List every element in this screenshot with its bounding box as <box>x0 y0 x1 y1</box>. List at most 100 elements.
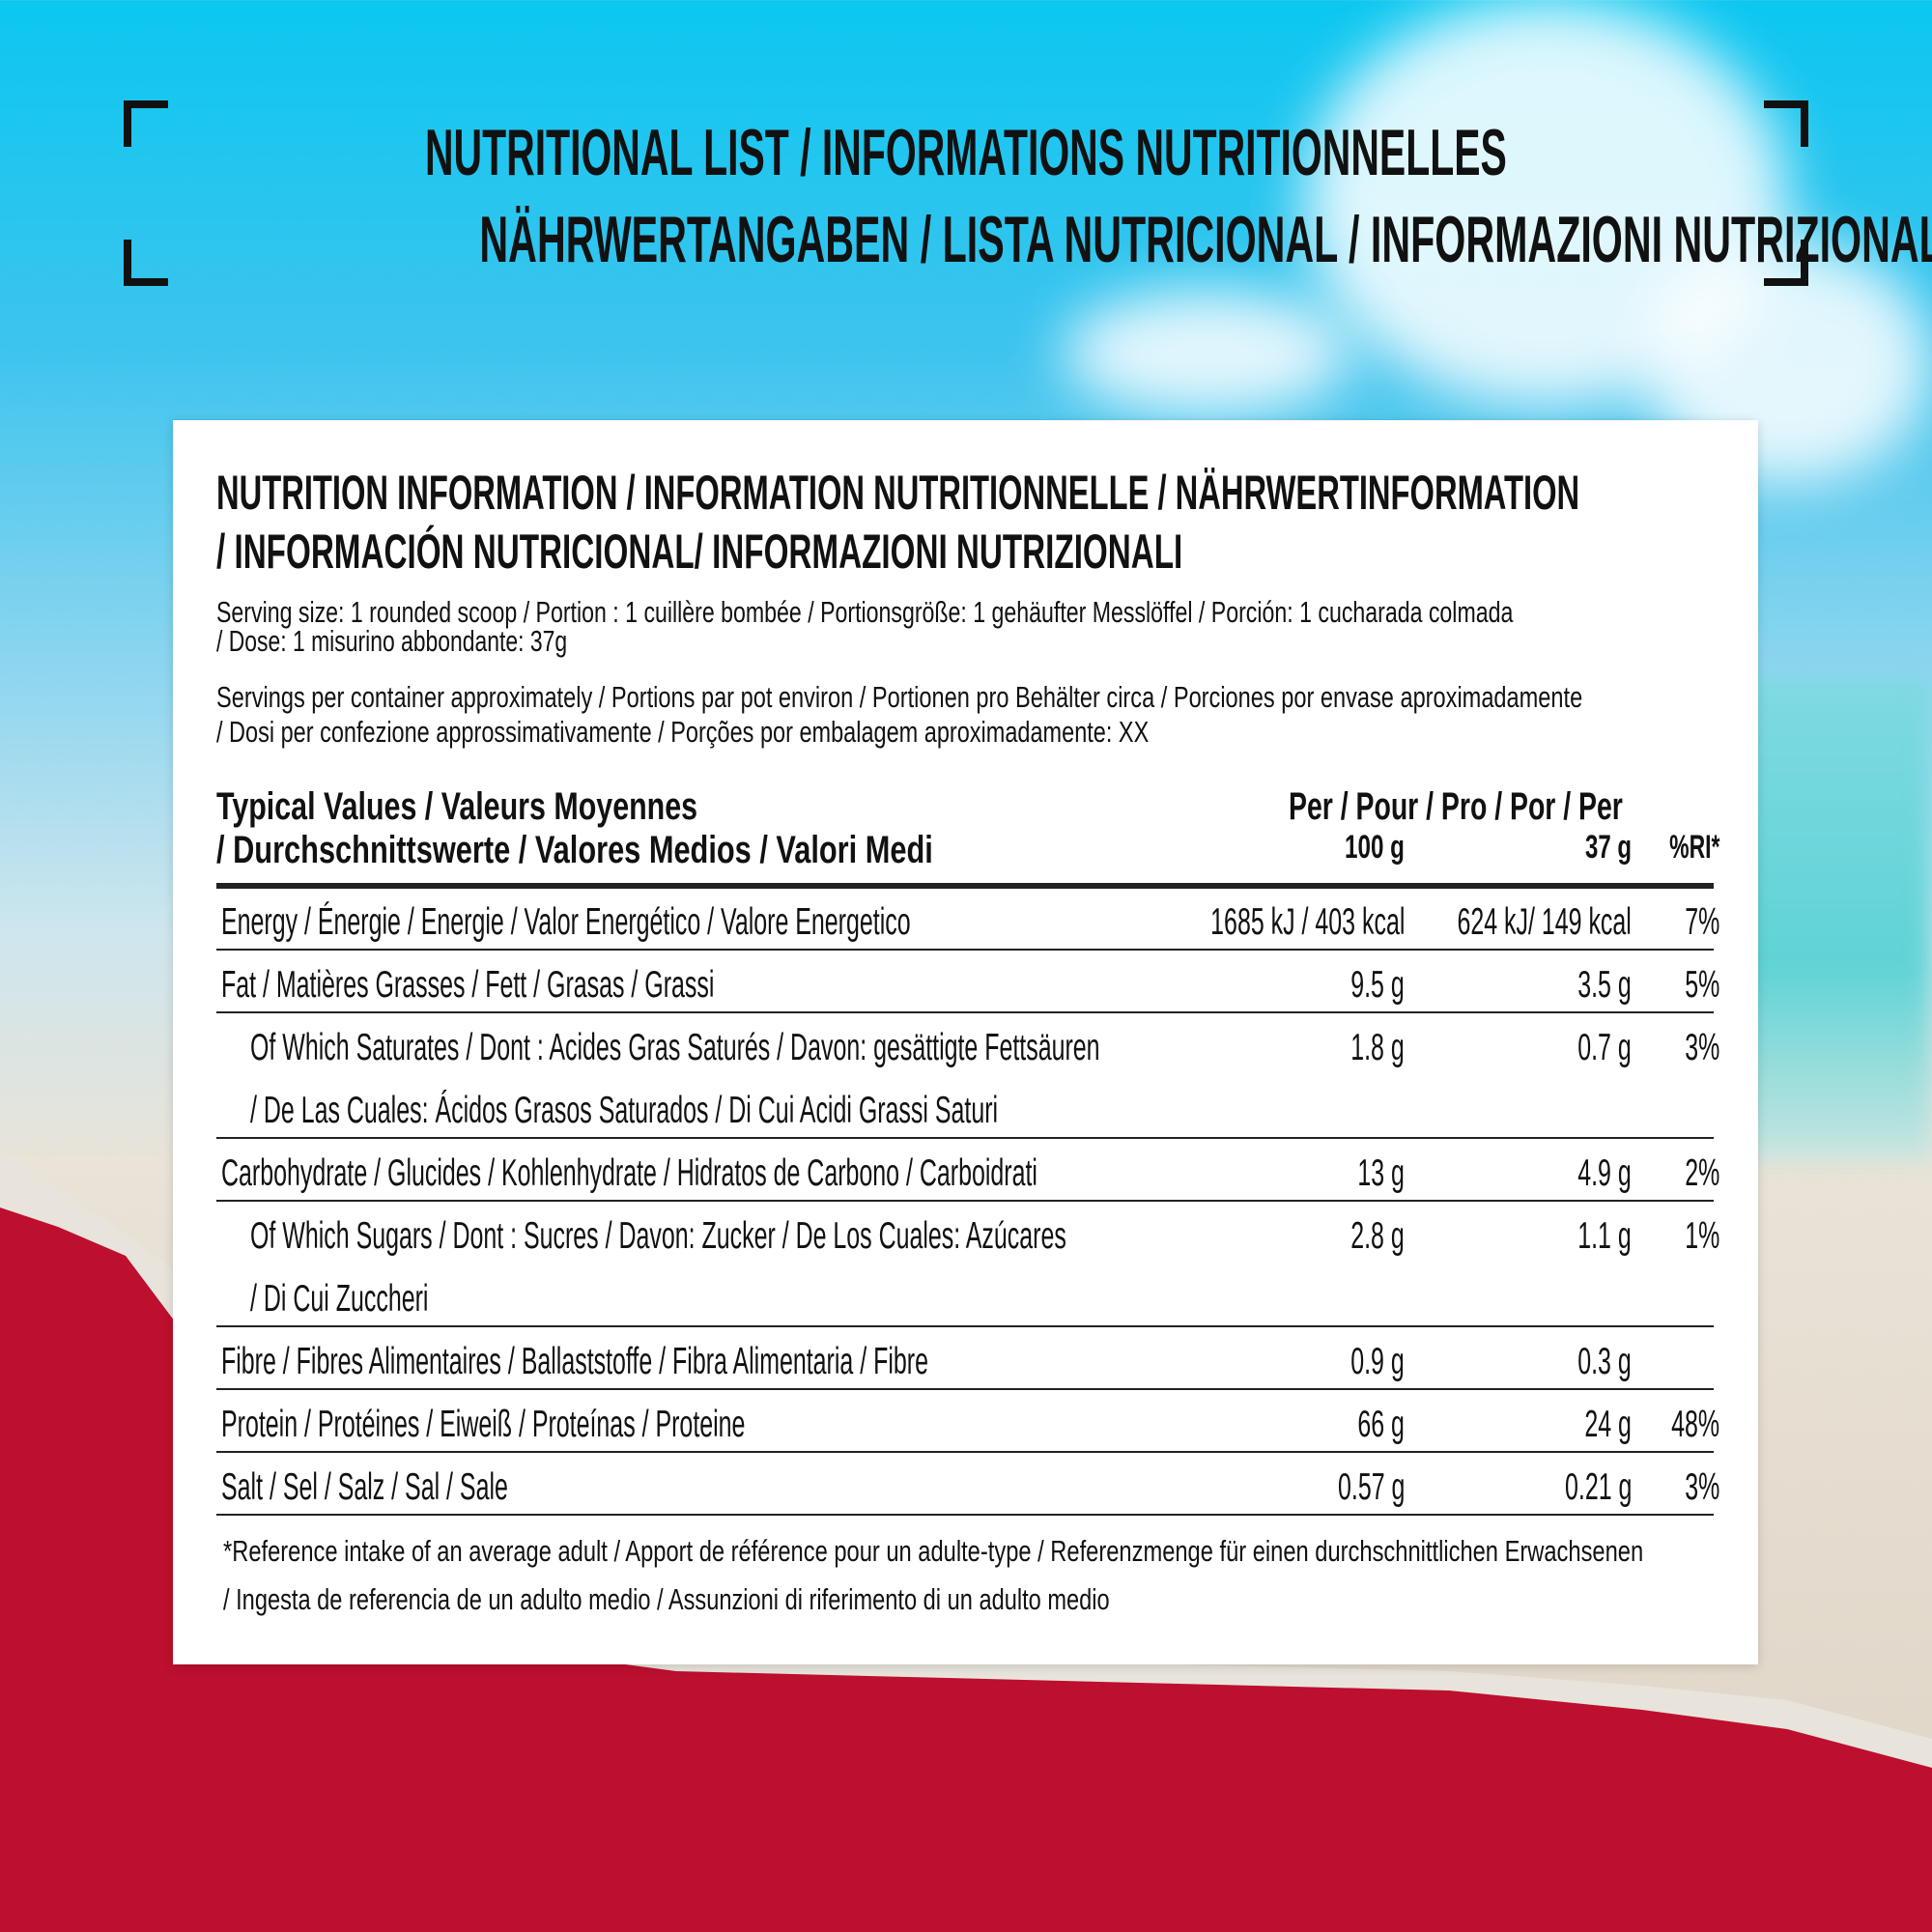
banner-title-line1: NUTRITIONAL LIST / INFORMATIONS NUTRITIO… <box>0 120 1932 185</box>
value-per-100g-cell: 13 g <box>1331 1154 1405 1192</box>
table-header-rule <box>216 883 1714 889</box>
value-per-100g-cell: 9.5 g <box>1321 966 1405 1004</box>
typical-values-label-line1: Typical Values / Valeurs Moyennes <box>216 785 698 828</box>
value-per-serving: 4.9 g <box>1577 1152 1632 1194</box>
nutrient-label: Carbohydrate / Glucides / Kohlenhydrate … <box>221 1152 1037 1194</box>
row-divider <box>216 1137 1714 1139</box>
nutrient-label: Fibre / Fibres Alimentaires / Ballaststo… <box>221 1341 928 1382</box>
value-per-serving: 0.3 g <box>1577 1341 1632 1382</box>
footnote-line2: / Ingesta de referencia de un adulto med… <box>223 1582 1110 1616</box>
nutrient-label: / De Las Cuales: Ácidos Grasos Saturados… <box>250 1090 999 1131</box>
nutrient-label: / Di Cui Zuccheri <box>250 1278 429 1320</box>
banner-title-text: NUTRITIONAL LIST / INFORMATIONS NUTRITIO… <box>425 116 1507 189</box>
nutrient-label: Protein / Protéines / Eiweiß / Proteínas… <box>221 1404 746 1445</box>
col-header-ri: %RI* <box>1668 829 1719 866</box>
nutrient-label-cell: Fibre / Fibres Alimentaires / Ballaststo… <box>221 1343 1326 1380</box>
value-ri: 5% <box>1684 964 1719 1006</box>
footnote-line1: *Reference intake of an average adult / … <box>223 1534 1644 1568</box>
row-divider <box>216 1325 1714 1327</box>
value-per-100g: 1685 kJ / 403 kcal <box>1209 901 1405 943</box>
corner-bracket-top-right <box>1764 100 1808 147</box>
value-per-100g-cell: 0.57 g <box>1300 1468 1405 1506</box>
value-ri: 1% <box>1684 1215 1719 1257</box>
value-per-100g: 0.57 g <box>1337 1466 1405 1508</box>
nutrient-label: Energy / Énergie / Energie / Valor Energ… <box>221 901 911 943</box>
value-per-serving-cell: 0.3 g <box>1548 1343 1632 1380</box>
value-ri-cell: 3% <box>1665 1029 1719 1066</box>
value-per-serving: 3.5 g <box>1577 964 1632 1006</box>
value-ri-cell: 2% <box>1665 1154 1719 1192</box>
value-per-serving-cell: 24 g <box>1558 1406 1632 1443</box>
value-per-serving: 0.7 g <box>1577 1027 1632 1068</box>
value-ri: 3% <box>1684 1027 1719 1068</box>
corner-bracket-bottom-right <box>1764 240 1808 286</box>
value-per-serving: 24 g <box>1584 1404 1632 1445</box>
card-heading-line1: NUTRITION INFORMATION / INFORMATION NUTR… <box>216 466 1580 520</box>
corner-bracket-top-left <box>124 100 168 147</box>
value-ri-cell: 3% <box>1665 1468 1719 1506</box>
value-per-serving-cell: 1.1 g <box>1548 1217 1632 1255</box>
value-per-100g-cell: 1685 kJ / 403 kcal <box>1101 903 1405 941</box>
value-per-100g: 66 g <box>1357 1404 1405 1445</box>
cloud <box>1063 290 1352 415</box>
value-ri: 48% <box>1671 1404 1719 1445</box>
row-divider <box>216 1451 1714 1453</box>
value-per-serving: 0.21 g <box>1564 1466 1632 1508</box>
value-per-100g: 1.8 g <box>1350 1027 1405 1068</box>
serving-size-line2: / Dose: 1 misurino abbondante: 37g <box>216 624 568 658</box>
nutrient-label: Fat / Matières Grasses / Fett / Grasas /… <box>221 964 715 1006</box>
value-per-100g-cell: 66 g <box>1331 1406 1405 1443</box>
nutrient-label: Salt / Sel / Salz / Sal / Sale <box>221 1466 508 1508</box>
nutrient-label-cell: / De Las Cuales: Ácidos Grasos Saturados… <box>250 1092 1419 1129</box>
nutrient-label-cell: Of Which Saturates / Dont : Acides Gras … <box>250 1029 1577 1066</box>
row-divider <box>216 949 1714 951</box>
servings-per-container-line2: / Dosi per confezione approssimativament… <box>216 715 1150 749</box>
nutrient-label-cell: Fat / Matières Grasses / Fett / Grasas /… <box>221 966 992 1004</box>
servings-per-container-line1: Servings per container approximately / P… <box>216 680 1583 714</box>
nutrition-card: NUTRITION INFORMATION / INFORMATION NUTR… <box>173 420 1758 1664</box>
row-divider <box>216 1388 1714 1390</box>
nutrient-label-cell: Carbohydrate / Glucides / Kohlenhydrate … <box>221 1154 1496 1192</box>
value-ri: 3% <box>1684 1466 1719 1508</box>
nutrient-label-cell: Energy / Énergie / Energie / Valor Energ… <box>221 903 1298 941</box>
col-header-100g: 100 g <box>1345 829 1405 866</box>
value-ri: 2% <box>1684 1152 1719 1194</box>
nutrient-label-cell: Salt / Sel / Salz / Sal / Sale <box>221 1468 669 1506</box>
row-divider <box>216 1514 1714 1516</box>
nutrient-label: Of Which Sugars / Dont : Sucres / Davon:… <box>250 1215 1066 1257</box>
typical-values-label-line2: / Durchschnittswerte / Valores Medios / … <box>216 829 933 871</box>
per-header: Per / Pour / Pro / Por / Per <box>1289 785 1623 828</box>
value-per-100g: 9.5 g <box>1350 964 1405 1006</box>
col-header-serving: 37 g <box>1584 829 1632 866</box>
nutrient-label: Of Which Saturates / Dont : Acides Gras … <box>250 1027 1100 1068</box>
value-per-100g-cell: 2.8 g <box>1321 1217 1405 1255</box>
row-divider <box>216 1200 1714 1202</box>
banner-title-text: NÄHRWERTANGABEN / LISTA NUTRICIONAL / IN… <box>479 203 1932 276</box>
corner-bracket-bottom-left <box>124 240 168 286</box>
banner-title-line2: NÄHRWERTANGABEN / LISTA NUTRICIONAL / IN… <box>0 207 1932 272</box>
value-per-100g: 2.8 g <box>1350 1215 1405 1257</box>
value-per-serving: 1.1 g <box>1577 1215 1632 1257</box>
row-divider <box>216 1011 1714 1013</box>
value-ri-cell: 7% <box>1665 903 1719 941</box>
value-ri-cell: 1% <box>1665 1217 1719 1255</box>
nutrient-label-cell: Of Which Sugars / Dont : Sucres / Davon:… <box>250 1217 1525 1255</box>
value-per-100g-cell: 0.9 g <box>1321 1343 1405 1380</box>
value-per-100g: 0.9 g <box>1350 1341 1405 1382</box>
value-ri: 7% <box>1684 901 1719 943</box>
value-per-100g-cell: 1.8 g <box>1321 1029 1405 1066</box>
serving-size-line1: Serving size: 1 rounded scoop / Portion … <box>216 595 1514 629</box>
value-per-serving-cell: 624 kJ/ 149 kcal <box>1359 903 1632 941</box>
value-ri-cell: 48% <box>1644 1406 1719 1443</box>
value-per-serving-cell: 3.5 g <box>1548 966 1632 1004</box>
nutrient-label-cell: / Di Cui Zuccheri <box>250 1280 528 1318</box>
nutrient-label-cell: Protein / Protéines / Eiweiß / Proteínas… <box>221 1406 1040 1443</box>
value-per-serving-cell: 0.21 g <box>1527 1468 1632 1506</box>
value-ri-cell: 5% <box>1665 966 1719 1004</box>
value-per-serving-cell: 0.7 g <box>1548 1029 1632 1066</box>
card-heading-line2: / INFORMACIÓN NUTRICIONAL/ INFORMAZIONI … <box>216 525 1183 579</box>
value-per-serving: 624 kJ/ 149 kcal <box>1457 901 1632 943</box>
value-per-100g: 13 g <box>1357 1152 1405 1194</box>
value-per-serving-cell: 4.9 g <box>1548 1154 1632 1192</box>
